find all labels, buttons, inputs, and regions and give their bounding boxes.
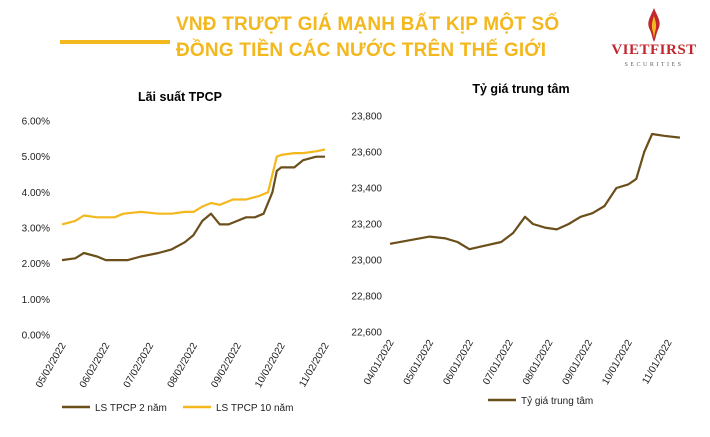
logo-subtitle: SECURITIES: [624, 62, 684, 68]
x-tick-label: 10/01/2022: [600, 338, 635, 387]
x-tick-label: 07/01/2022: [481, 338, 516, 387]
x-tick-label: 10/02/2022: [253, 341, 288, 390]
legend-label: LS TPCP 10 năm: [216, 403, 293, 414]
y-tick-label: 22,800: [351, 292, 382, 303]
x-tick-label: 09/01/2022: [561, 338, 596, 387]
y-tick-label: 23,800: [351, 112, 382, 123]
y-tick-label: 5.00%: [22, 152, 50, 163]
x-tick-label: 05/02/2022: [34, 341, 69, 390]
x-tick-label: 07/02/2022: [122, 341, 157, 390]
vietfirst-logo: VIETFIRST SECURITIES: [604, 8, 704, 78]
y-tick-label: 1.00%: [22, 295, 50, 306]
x-tick-label: 11/02/2022: [297, 341, 331, 390]
x-tick-label: 11/01/2022: [640, 338, 674, 387]
x-tick-label: 06/02/2022: [78, 341, 113, 390]
y-tick-label: 22,600: [351, 328, 382, 339]
page-headline: VNĐ TRƯỢT GIÁ MẠNH BẤT KỊP MỘT SỐ ĐỒNG T…: [176, 12, 596, 64]
x-tick-label: 05/01/2022: [402, 338, 437, 387]
x-tick-label: 09/02/2022: [209, 341, 244, 390]
legend-label: LS TPCP 2 năm: [95, 403, 167, 414]
y-tick-label: 23,000: [351, 256, 382, 267]
legend-label: Tỷ giá trung tâm: [521, 395, 593, 407]
y-tick-label: 23,400: [351, 184, 382, 195]
logo-name: VIETFIRST: [611, 42, 697, 58]
x-tick-label: 06/01/2022: [441, 338, 476, 387]
y-tick-label: 3.00%: [22, 224, 50, 235]
exchange-rate-chart: Tỷ giá trung tâm 22,600 22,800 23,000 23,20…: [351, 82, 681, 407]
y-tick-label: 23,200: [351, 220, 382, 231]
x-tick-label: 04/01/2022: [362, 338, 397, 387]
fx-chart-title: Tỷ giá trung tâm: [472, 82, 569, 96]
y-tick-label: 2.00%: [22, 259, 50, 270]
series-line: [61, 148, 326, 226]
flame-icon: [648, 8, 660, 42]
y-tick-label: 4.00%: [22, 188, 50, 199]
bond-chart-title: Lãi suất TPCP: [138, 90, 222, 104]
y-tick-label: 0.00%: [22, 331, 50, 342]
x-tick-label: 08/02/2022: [166, 341, 201, 390]
series-line: [389, 132, 681, 251]
header-accent-line: [60, 40, 170, 44]
x-tick-label: 08/01/2022: [521, 338, 556, 387]
headline-line-1: VNĐ TRƯỢT GIÁ MẠNH BẤT KỊP MỘT SỐ: [176, 14, 560, 35]
y-tick-label: 23,600: [351, 148, 382, 159]
series-line: [61, 155, 325, 262]
y-tick-label: 6.00%: [22, 117, 50, 128]
headline-line-2: ĐỒNG TIỀN CÁC NƯỚC TRÊN THẾ GIỚI: [176, 40, 547, 61]
bond-yield-chart: Lãi suất TPCP 0.00% 1.00% 2.00% 3.00% 4.00% 5…: [22, 90, 332, 414]
